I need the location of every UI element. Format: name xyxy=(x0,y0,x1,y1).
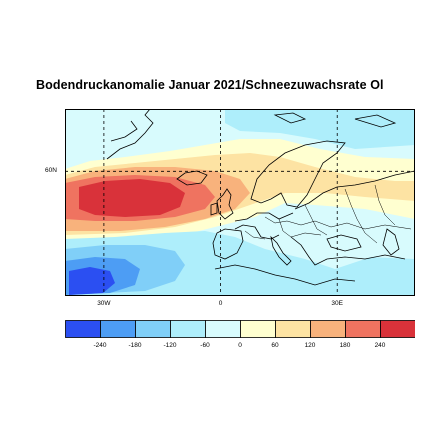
border-line-2 xyxy=(278,218,322,238)
border-line-3 xyxy=(304,204,328,236)
coast-greenland-inner xyxy=(110,120,138,142)
colorbar xyxy=(65,320,416,338)
longitude-label: 0 xyxy=(218,300,223,307)
graticule xyxy=(65,109,415,296)
border-line-1 xyxy=(264,216,412,230)
longitude-label: 30E xyxy=(331,300,344,307)
colorbar-swatch xyxy=(205,320,241,338)
colorbar-labels: -240 -180 -120 -60 0 60 120 180 240 xyxy=(65,342,415,352)
coast-great-britain xyxy=(216,188,234,220)
coast-svalbard xyxy=(273,112,307,124)
colorbar-swatch xyxy=(275,320,311,338)
colorbar-label: 120 xyxy=(304,342,316,349)
coast-baltic xyxy=(294,170,415,210)
colorbar-swatch xyxy=(240,320,276,338)
colorbar-label: -180 xyxy=(128,342,142,349)
colorbar-swatch xyxy=(345,320,381,338)
colorbar-label: -120 xyxy=(163,342,177,349)
colorbar-swatch xyxy=(100,320,136,338)
field-high-core xyxy=(79,179,185,217)
colorbar-label: 0 xyxy=(238,342,242,349)
border-line-6 xyxy=(244,230,266,240)
colorbar-swatch xyxy=(310,320,346,338)
coast-caspian xyxy=(382,228,400,256)
colorbar-swatch xyxy=(380,320,416,338)
colorbar-label: 240 xyxy=(374,342,386,349)
pressure-anomaly-field xyxy=(65,109,415,296)
coast-scandinavia xyxy=(250,140,346,208)
coastlines xyxy=(106,109,415,286)
coast-novaya-zemlya xyxy=(354,114,397,128)
field-northwest-pale xyxy=(65,109,205,167)
border-line-5 xyxy=(374,184,396,226)
coast-north-africa xyxy=(214,264,356,286)
colorbar-canvas xyxy=(65,320,416,338)
colorbar-swatch xyxy=(65,320,101,338)
colorbar-label: 60 xyxy=(271,342,279,349)
colorbar-label: -60 xyxy=(200,342,210,349)
colorbar-label: -240 xyxy=(93,342,107,349)
map-canvas xyxy=(65,109,415,296)
coast-iceland xyxy=(176,170,208,186)
country-borders xyxy=(244,184,412,244)
map-title: Bodendruckanomalie Januar 2021/Schneezuw… xyxy=(36,78,384,92)
colorbar-label: 180 xyxy=(339,342,351,349)
coast-black-sea xyxy=(326,234,362,252)
coast-italy xyxy=(270,235,292,266)
longitude-label: 30W xyxy=(97,300,111,307)
map-border xyxy=(65,109,415,296)
coast-north-sea xyxy=(234,212,294,222)
colorbar-swatch xyxy=(135,320,171,338)
coast-ireland xyxy=(210,202,218,216)
coast-greenland xyxy=(106,109,154,160)
colorbar-swatch xyxy=(170,320,206,338)
coast-iberia xyxy=(212,228,244,260)
field-east-pale xyxy=(295,219,415,259)
coast-balkans-turkey xyxy=(290,236,406,266)
anomaly-map xyxy=(65,109,415,296)
border-line-4 xyxy=(344,188,378,244)
field-north-blue xyxy=(225,109,415,149)
latitude-label: 60N xyxy=(45,167,57,175)
